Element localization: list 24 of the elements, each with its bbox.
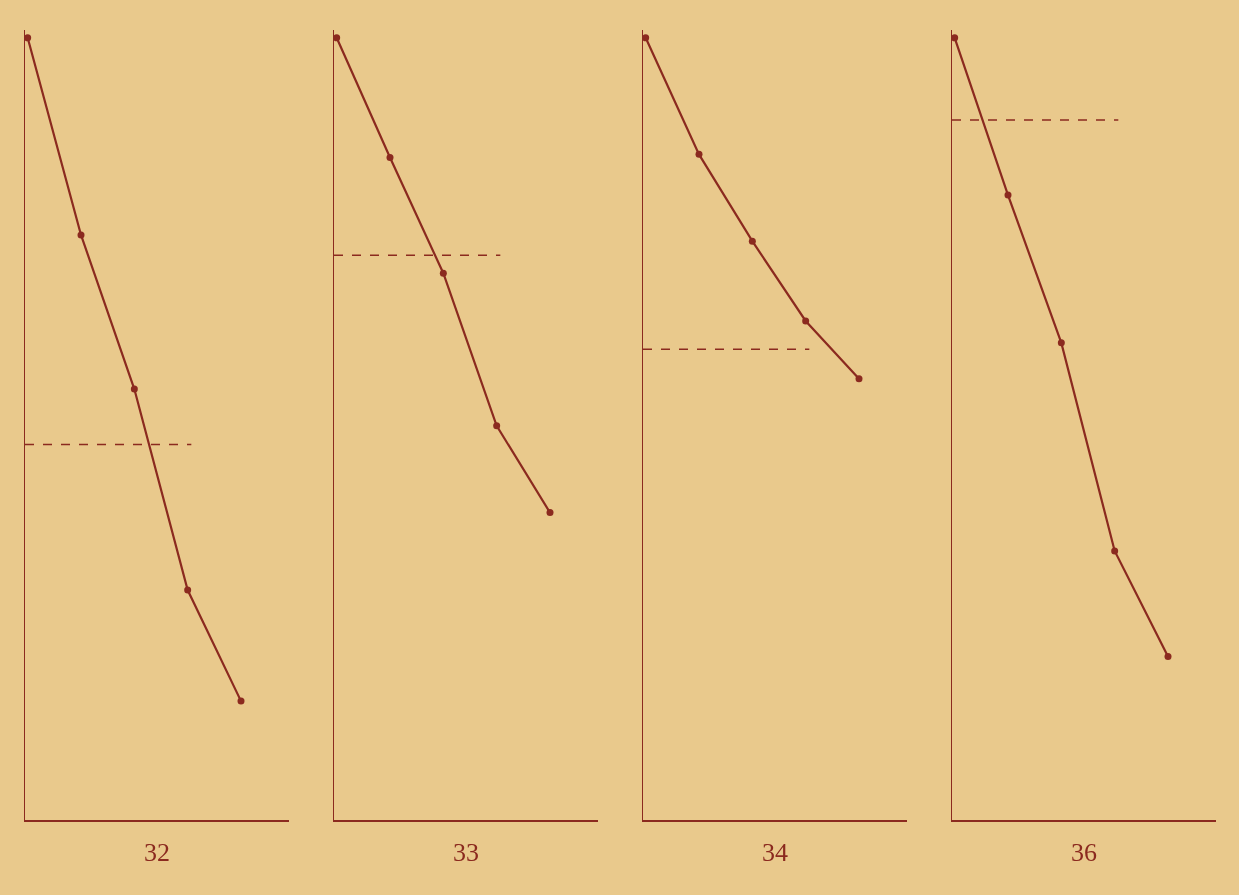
point xyxy=(748,237,756,245)
point xyxy=(1164,653,1172,661)
point xyxy=(1057,339,1065,347)
x-axis-title: 32 xyxy=(144,838,170,868)
point xyxy=(1111,547,1119,555)
point xyxy=(386,154,394,161)
point xyxy=(237,697,245,705)
point xyxy=(493,422,501,430)
point xyxy=(546,509,554,517)
x-axis-title: 34 xyxy=(762,838,788,868)
point xyxy=(643,34,650,42)
point xyxy=(802,317,810,325)
point xyxy=(25,34,32,42)
x-axis-title: 33 xyxy=(453,838,479,868)
point xyxy=(77,231,85,239)
point xyxy=(952,34,959,42)
point xyxy=(695,150,703,158)
point xyxy=(855,375,863,383)
point xyxy=(334,34,341,42)
x-axis-title: 36 xyxy=(1071,838,1097,868)
point xyxy=(130,385,138,393)
point xyxy=(439,269,447,277)
point xyxy=(1004,191,1012,199)
point xyxy=(184,586,192,594)
